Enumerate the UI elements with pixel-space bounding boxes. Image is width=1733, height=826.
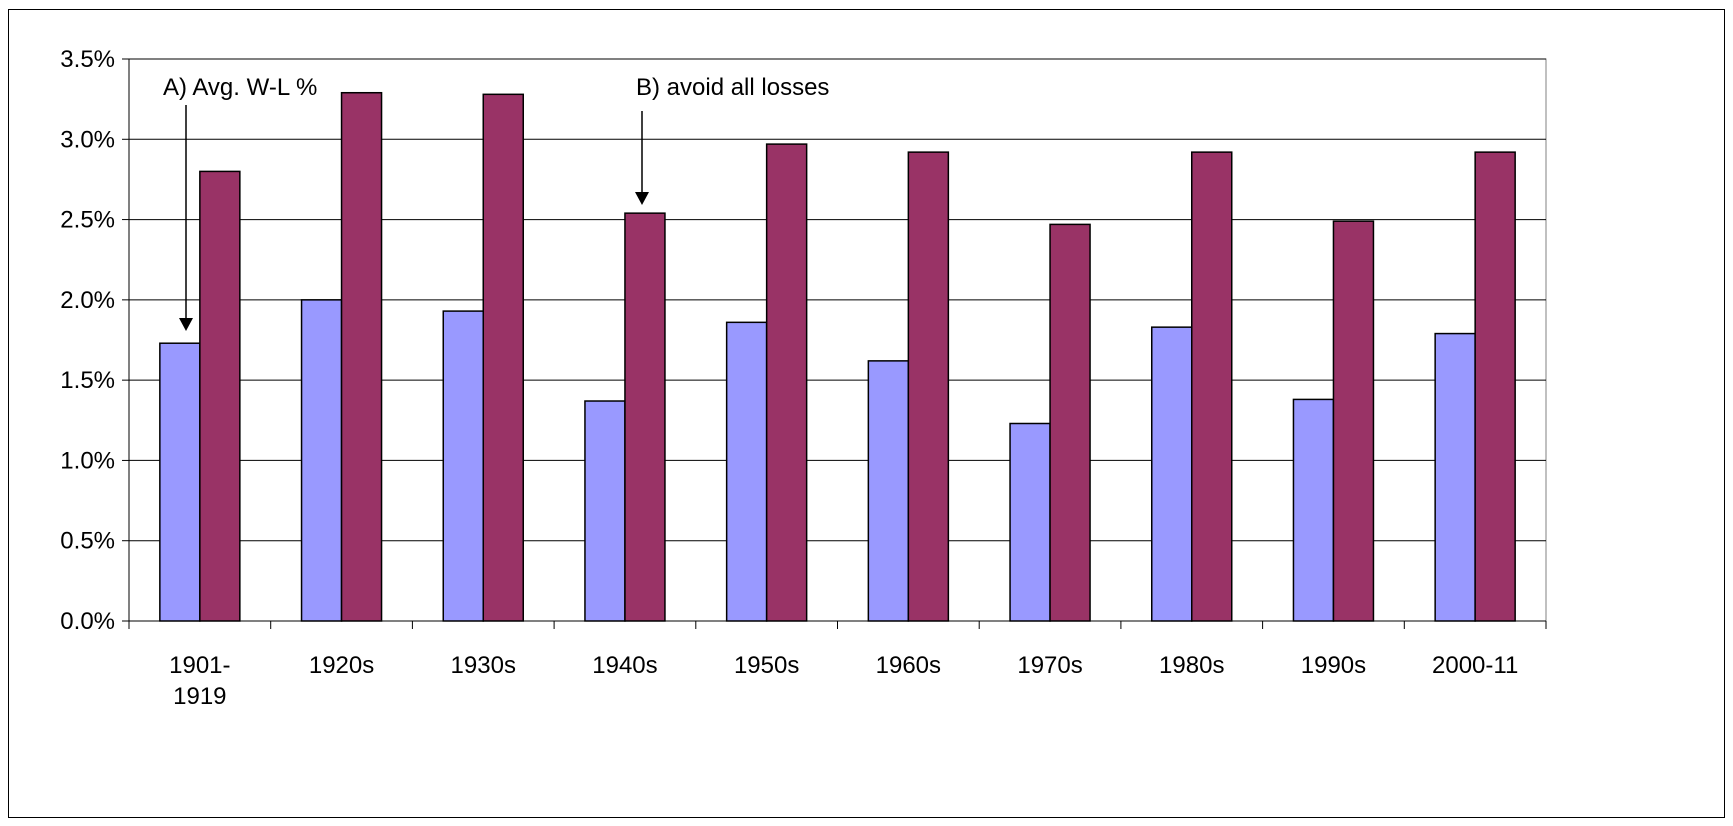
x-category-label: 1940s bbox=[592, 652, 657, 679]
annotation: A) Avg. W-L % bbox=[163, 74, 317, 331]
y-tick-label: 0.0% bbox=[60, 608, 115, 635]
bar-series-1 bbox=[300, 299, 343, 622]
x-category-label: 1980s bbox=[1159, 652, 1224, 679]
x-axis-category-labels: 1901-1919 1920s 1930s 1940s 1950s 1960s 1970s 1… bbox=[169, 652, 1518, 710]
annotation-arrow-head bbox=[635, 192, 649, 205]
x-category-label: 1950s bbox=[734, 652, 799, 679]
bar-series-2 bbox=[765, 143, 808, 622]
bar-series-1 bbox=[1434, 332, 1476, 622]
bar-series-1 bbox=[725, 321, 768, 622]
bar-series-1 bbox=[584, 400, 626, 622]
bar-series-1 bbox=[1292, 398, 1335, 622]
y-tick-label: 1.0% bbox=[60, 447, 115, 474]
bar-series-1 bbox=[1151, 326, 1193, 622]
x-category-label: 1930s bbox=[451, 652, 516, 679]
x-category-label: 1920s bbox=[309, 652, 374, 679]
bar-series-2 bbox=[199, 170, 241, 622]
y-tick-label: 2.0% bbox=[60, 287, 115, 314]
bar-series-2 bbox=[482, 93, 524, 622]
bar-series-2 bbox=[1049, 223, 1091, 622]
y-tick-label: 1.5% bbox=[60, 367, 115, 394]
x-category-label: 1990s bbox=[1301, 652, 1366, 679]
bar-series-1 bbox=[867, 360, 910, 622]
x-category-label: 1901-1919 bbox=[169, 652, 230, 710]
bar-series-2 bbox=[624, 212, 666, 622]
x-category-label: 1970s bbox=[1017, 652, 1082, 679]
bar-series-2 bbox=[907, 151, 950, 622]
y-tick-label: 2.5% bbox=[60, 207, 115, 234]
annotation-arrow-head bbox=[179, 318, 193, 331]
x-category-label: 2000-11 bbox=[1432, 652, 1518, 679]
annotation: B) avoid all losses bbox=[635, 74, 829, 205]
bar-series-1 bbox=[442, 310, 484, 622]
annotations: A) Avg. W-L % B) avoid all losses bbox=[163, 74, 829, 331]
annotation-label: A) Avg. W-L % bbox=[163, 74, 317, 101]
bar-series-2 bbox=[1191, 151, 1233, 622]
bar-series-2 bbox=[1474, 151, 1516, 622]
bar-series-1 bbox=[1009, 422, 1051, 622]
y-tick-label: 0.5% bbox=[60, 528, 115, 555]
bar-series-1 bbox=[159, 342, 201, 622]
bar-series-2 bbox=[1332, 220, 1375, 622]
annotation-label: B) avoid all losses bbox=[636, 74, 829, 101]
y-tick-label: 3.5% bbox=[60, 46, 115, 73]
axes bbox=[122, 58, 1547, 629]
y-tick-label: 3.0% bbox=[60, 126, 115, 153]
y-axis-tick-labels: 0.0% 0.5% 1.0% 1.5% 2.0% 2.5% 3.0% 3.5% bbox=[60, 46, 115, 635]
x-category-label: 1960s bbox=[876, 652, 941, 679]
bar-series-2 bbox=[340, 91, 383, 622]
bars bbox=[159, 91, 1516, 622]
